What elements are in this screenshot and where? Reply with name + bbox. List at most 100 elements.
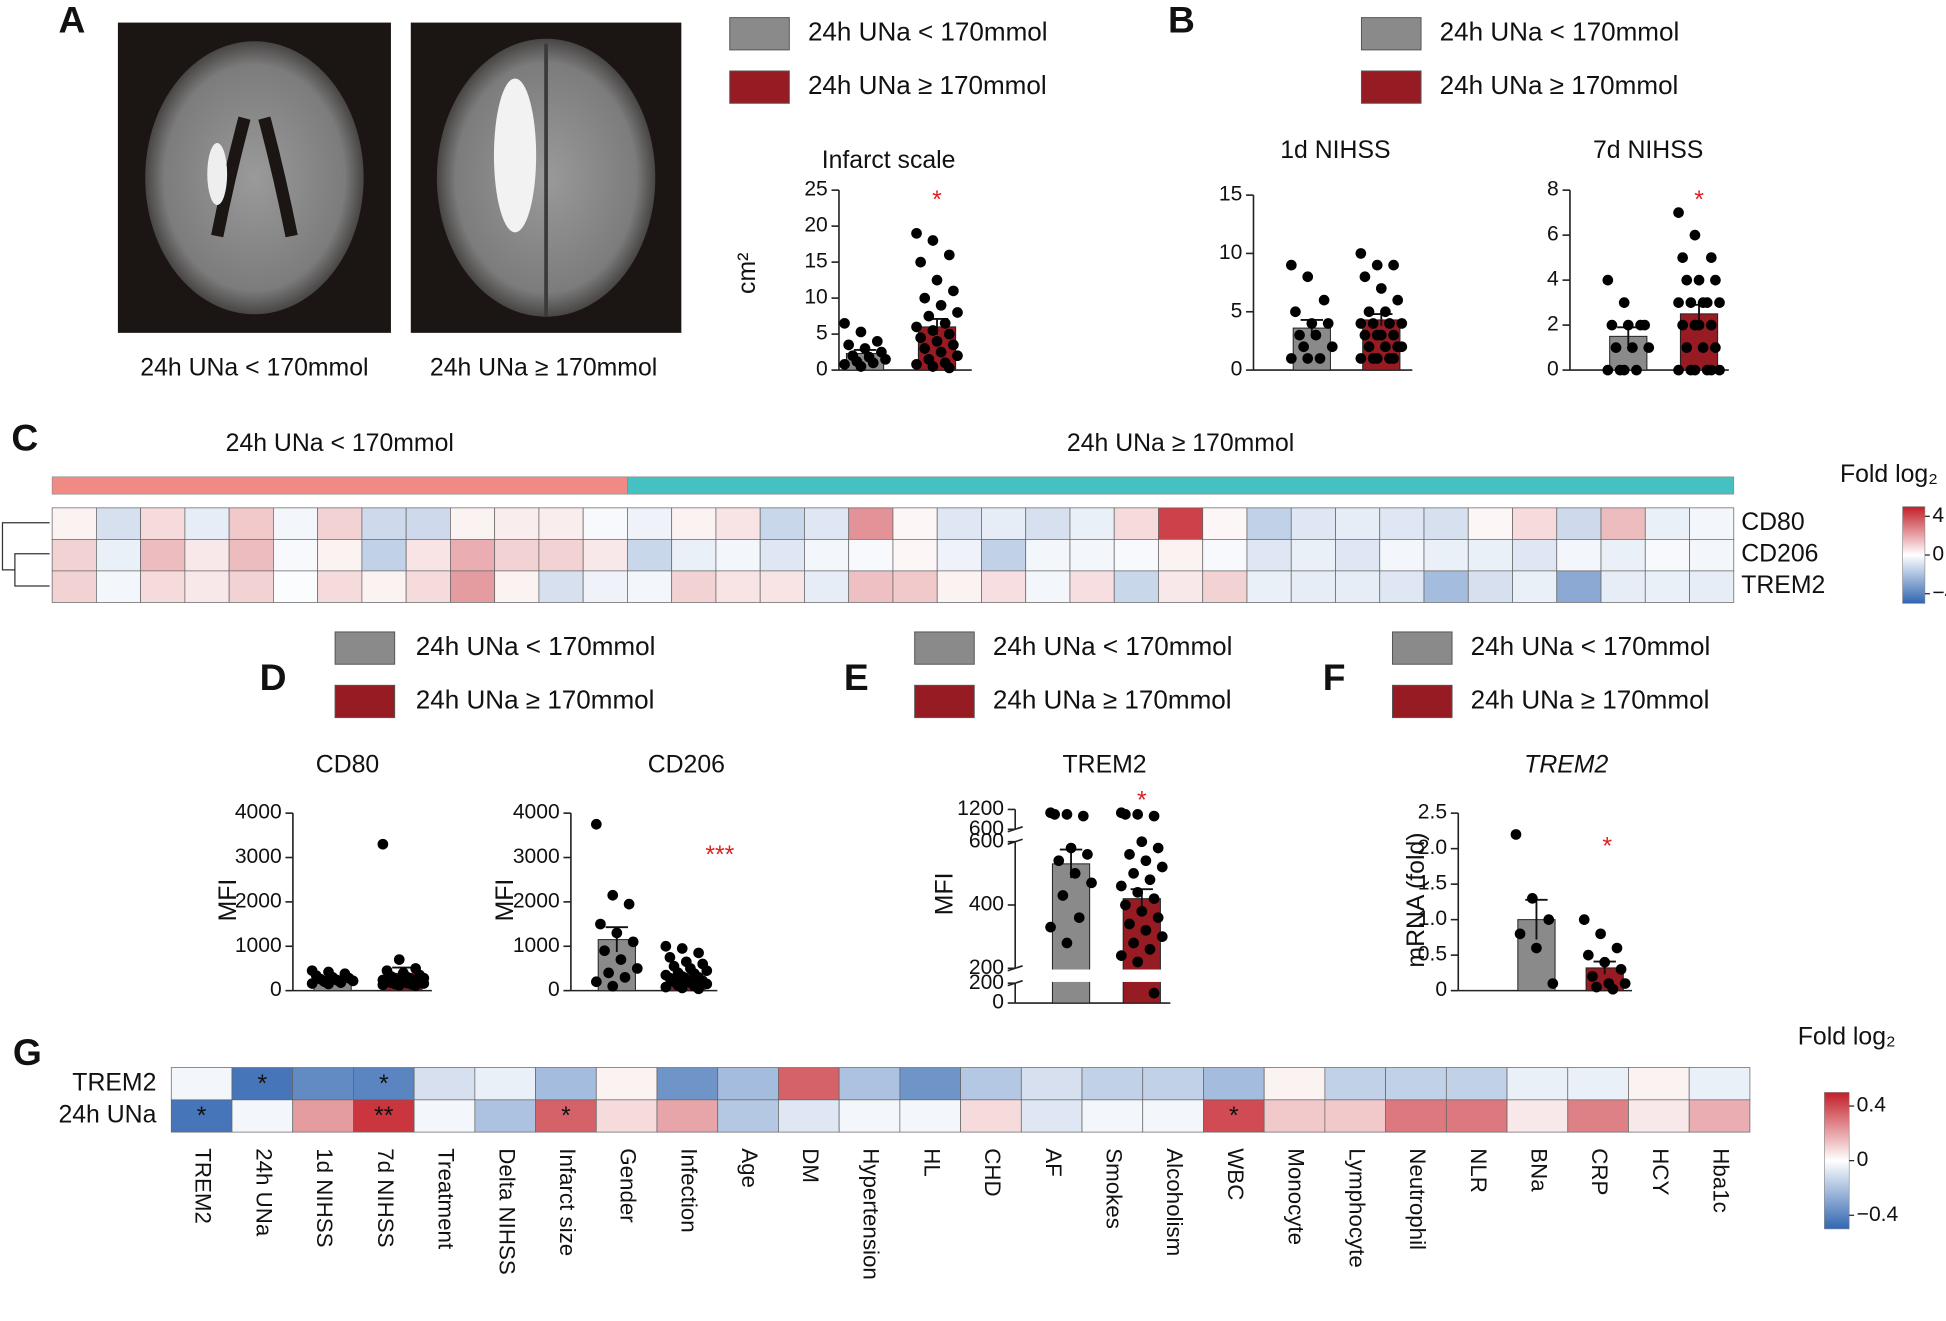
heatmap-cell bbox=[273, 507, 319, 540]
axis-break bbox=[1007, 965, 1023, 972]
heatmap-cell bbox=[450, 570, 496, 603]
data-point bbox=[1124, 918, 1135, 930]
data-point bbox=[1326, 341, 1338, 353]
column-group-label: 24h UNa < 170mmol bbox=[226, 430, 454, 457]
data-point bbox=[1136, 905, 1148, 917]
heatmap-cell bbox=[1467, 570, 1513, 603]
y-tick-label: 4000 bbox=[513, 801, 560, 824]
data-point bbox=[1677, 319, 1688, 331]
heatmap-cell bbox=[778, 1067, 840, 1101]
legend-swatch bbox=[1391, 684, 1453, 719]
heatmap-cell bbox=[535, 1099, 597, 1133]
data-point bbox=[1681, 342, 1693, 353]
data-point bbox=[1290, 306, 1301, 318]
heatmap-cell bbox=[595, 1067, 658, 1101]
legend-swatch bbox=[729, 17, 790, 51]
heatmap-cell bbox=[936, 538, 982, 572]
heatmap-cell bbox=[1600, 570, 1646, 603]
heatmap-cell bbox=[1202, 570, 1248, 603]
data-point bbox=[410, 980, 421, 992]
heatmap-cell bbox=[405, 507, 451, 540]
data-point bbox=[1082, 849, 1093, 860]
data-point bbox=[619, 971, 631, 983]
data-point bbox=[1673, 297, 1684, 308]
data-point bbox=[599, 945, 610, 957]
data-point bbox=[1392, 294, 1404, 306]
data-point bbox=[676, 943, 688, 954]
legend-swatch bbox=[914, 631, 975, 665]
cell-label: * bbox=[379, 1071, 389, 1098]
data-point bbox=[693, 947, 704, 959]
bar bbox=[1051, 863, 1091, 1004]
data-point bbox=[1599, 956, 1611, 968]
data-point bbox=[1595, 928, 1606, 940]
data-point bbox=[701, 965, 713, 976]
data-point bbox=[1582, 949, 1594, 961]
column-label: CRP bbox=[1587, 1148, 1612, 1195]
column-group-bar bbox=[51, 476, 628, 495]
data-point bbox=[1396, 341, 1408, 353]
data-point bbox=[1367, 318, 1379, 329]
data-point bbox=[1086, 877, 1097, 889]
heatmap-cell bbox=[1020, 1099, 1083, 1133]
heatmap-cell bbox=[413, 1099, 476, 1133]
data-point bbox=[939, 317, 951, 329]
heatmap-cell bbox=[627, 507, 673, 540]
legend-label: 24h UNa ≥ 170mmol bbox=[808, 70, 1047, 100]
data-point bbox=[1388, 259, 1399, 271]
heatmap-cell bbox=[1081, 1067, 1144, 1101]
heatmap-cell bbox=[1113, 538, 1159, 572]
data-point bbox=[1396, 318, 1408, 329]
heatmap-cell bbox=[1423, 538, 1469, 572]
colorbar-tick-label: −4 bbox=[1932, 581, 1946, 604]
data-point bbox=[615, 954, 627, 965]
y-tick-label: 15 bbox=[1219, 183, 1242, 206]
heatmap-cell bbox=[1290, 538, 1336, 572]
heatmap-cell bbox=[361, 507, 407, 540]
data-point bbox=[1677, 252, 1688, 263]
data-point bbox=[676, 982, 688, 994]
heatmap-cell bbox=[1688, 1067, 1751, 1101]
column-group-bar bbox=[627, 476, 1735, 495]
heatmap-cell bbox=[538, 507, 584, 540]
axis-break bbox=[1007, 826, 1023, 833]
heatmap-cell bbox=[1628, 1099, 1690, 1133]
y-axis-label: mRNA (fold) bbox=[1403, 832, 1430, 967]
column-label: Age bbox=[737, 1148, 762, 1188]
heatmap-cell bbox=[671, 570, 717, 603]
column-label: Delta NIHSS bbox=[494, 1148, 519, 1275]
data-point bbox=[1643, 342, 1655, 353]
data-point bbox=[1514, 928, 1526, 940]
heatmap-cell bbox=[595, 1099, 658, 1133]
data-point bbox=[931, 274, 943, 286]
heatmap-cell bbox=[1025, 507, 1071, 540]
data-point bbox=[1611, 942, 1623, 954]
legend-label: 24h UNa < 170mmol bbox=[416, 631, 656, 661]
data-point bbox=[1285, 353, 1297, 364]
heatmap-cell bbox=[1324, 1099, 1386, 1133]
colorbar-tick-label: 4 bbox=[1932, 504, 1944, 527]
data-point bbox=[911, 358, 922, 370]
panel-letter: C bbox=[11, 417, 38, 459]
heatmap-cell bbox=[184, 538, 230, 572]
heatmap-cell bbox=[1379, 538, 1425, 572]
data-point bbox=[323, 978, 334, 990]
heatmap-cell bbox=[1263, 1099, 1326, 1133]
heatmap-cell bbox=[96, 507, 142, 540]
heatmap-cell bbox=[317, 570, 363, 603]
data-point bbox=[1053, 855, 1065, 867]
heatmap-cell bbox=[715, 507, 761, 540]
column-label: AF bbox=[1041, 1148, 1066, 1177]
data-point bbox=[1701, 297, 1713, 308]
y-tick-label: 15 bbox=[804, 250, 827, 273]
data-point bbox=[1618, 364, 1630, 376]
data-point bbox=[1140, 855, 1152, 867]
heatmap-cell bbox=[184, 507, 230, 540]
heatmap-cell bbox=[474, 1067, 536, 1101]
heatmap-cell bbox=[1688, 1099, 1751, 1133]
heatmap-cell bbox=[535, 1067, 597, 1101]
chart-title: CD80 bbox=[316, 752, 379, 779]
heatmap-cell bbox=[804, 507, 850, 540]
heatmap-cell bbox=[1203, 1067, 1265, 1101]
